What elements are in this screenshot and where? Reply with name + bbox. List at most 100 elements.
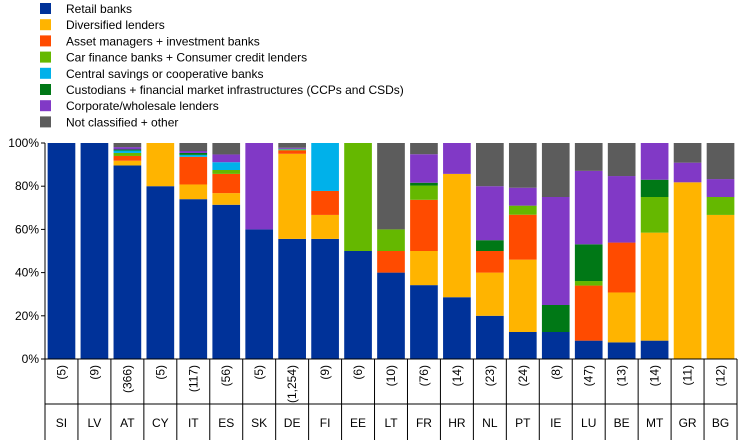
bar-segment bbox=[278, 153, 306, 239]
bar-segment bbox=[113, 143, 142, 148]
bar-segment bbox=[311, 214, 339, 239]
legend-label: Not classified + other bbox=[66, 115, 178, 129]
bar-segment bbox=[212, 143, 241, 155]
x-tick-label: IE bbox=[550, 416, 561, 430]
legend-label: Corporate/wholesale lenders bbox=[66, 99, 219, 113]
count-label: (9) bbox=[87, 365, 101, 380]
bar-segment bbox=[706, 143, 735, 180]
x-tick-label: BE bbox=[614, 416, 630, 430]
bar-segment bbox=[410, 199, 438, 251]
count-label: (56) bbox=[219, 365, 233, 386]
legend-swatch bbox=[40, 67, 51, 79]
bar-segment bbox=[245, 229, 274, 359]
bar-segment bbox=[476, 186, 504, 241]
bar-segment bbox=[443, 297, 471, 359]
y-tick-label: 40% bbox=[15, 266, 39, 280]
count-label: (9) bbox=[318, 365, 332, 380]
x-tick-label: BG bbox=[712, 416, 729, 430]
bar-segment bbox=[476, 272, 504, 316]
count-label: (13) bbox=[615, 365, 629, 386]
count-label: (8) bbox=[549, 365, 563, 380]
count-label: (1,254) bbox=[285, 365, 299, 403]
count-label: (47) bbox=[582, 365, 596, 386]
x-tick-label: GR bbox=[679, 416, 697, 430]
bar-segment bbox=[146, 186, 175, 359]
x-tick-label: IT bbox=[188, 416, 199, 430]
bar-segment bbox=[640, 232, 669, 341]
bar-segment bbox=[47, 143, 76, 359]
legend-swatch bbox=[40, 116, 51, 128]
bar-segment bbox=[673, 143, 702, 163]
bar-segment bbox=[113, 150, 142, 153]
bar-segment bbox=[278, 147, 306, 149]
x-tick-label: SI bbox=[56, 416, 67, 430]
bar-segment bbox=[377, 229, 405, 251]
bar-segment bbox=[574, 281, 603, 286]
bar-segment bbox=[179, 143, 208, 151]
count-label: (117) bbox=[186, 365, 200, 392]
legend-swatch bbox=[40, 19, 51, 31]
bar-segment bbox=[278, 150, 306, 154]
count-label: (14) bbox=[648, 365, 662, 386]
bar-segment bbox=[146, 143, 175, 187]
legend: Retail banks Diversified lenders Asset man… bbox=[40, 2, 404, 129]
count-label: (10) bbox=[384, 365, 398, 386]
count-label: (76) bbox=[417, 365, 431, 386]
bar-segment bbox=[113, 165, 142, 359]
bar-segment bbox=[476, 315, 504, 359]
bar-segment bbox=[508, 205, 537, 215]
bar-segment bbox=[541, 332, 570, 359]
y-axis: 0% 20% 40% 60% 80% 100% bbox=[8, 136, 46, 366]
legend-swatch bbox=[40, 3, 51, 14]
x-tick-label: LU bbox=[581, 416, 596, 430]
bar-segment bbox=[179, 184, 208, 200]
x-axis: (5) SI (9) LV (366) AT (5) CY (117) IT (56) ES (5) SK… bbox=[44, 358, 738, 440]
count-label: (14) bbox=[450, 365, 464, 386]
bar-segment bbox=[574, 340, 603, 359]
bar-segment bbox=[212, 154, 241, 163]
bar-segment bbox=[113, 149, 142, 151]
count-label: (5) bbox=[54, 365, 68, 380]
x-tick-label: PT bbox=[515, 416, 531, 430]
legend-swatch bbox=[40, 84, 51, 95]
bar-segment bbox=[179, 150, 208, 153]
bar-segment bbox=[113, 147, 142, 150]
bar-segment bbox=[476, 251, 504, 273]
legend-swatch bbox=[40, 100, 51, 112]
count-label: (5) bbox=[153, 365, 167, 380]
bar-segment bbox=[410, 251, 438, 286]
bar-segment bbox=[278, 143, 306, 148]
bar-segment bbox=[80, 143, 109, 359]
bar-segment bbox=[706, 179, 735, 197]
bar-segment bbox=[344, 143, 372, 251]
bar-segment bbox=[541, 197, 570, 305]
bar-segment bbox=[508, 143, 537, 188]
bar-segment bbox=[476, 240, 504, 251]
y-tick-label: 0% bbox=[22, 352, 40, 366]
x-tick-label: EE bbox=[350, 416, 366, 430]
bar-segment bbox=[541, 143, 570, 197]
legend-label: Car finance banks + Consumer credit lend… bbox=[66, 51, 307, 65]
bars bbox=[47, 143, 735, 359]
x-tick-label: LV bbox=[88, 416, 102, 430]
bar-segment bbox=[640, 179, 669, 197]
bar-segment bbox=[574, 143, 603, 171]
legend-label: Retail banks bbox=[66, 2, 132, 16]
bar-segment bbox=[410, 285, 438, 359]
bar-segment bbox=[476, 143, 504, 187]
bar-segment bbox=[574, 285, 603, 341]
x-tick-label: LT bbox=[384, 416, 398, 430]
y-tick-label: 60% bbox=[15, 222, 39, 236]
bar-segment bbox=[179, 152, 208, 155]
x-tick-label: DE bbox=[284, 416, 301, 430]
legend-swatch bbox=[40, 51, 51, 63]
bar-segment bbox=[179, 154, 208, 157]
bar-segment bbox=[443, 173, 471, 298]
legend-label: Diversified lenders bbox=[66, 18, 165, 32]
bar-segment bbox=[245, 143, 274, 230]
legend-swatch bbox=[40, 35, 51, 47]
bar-segment bbox=[410, 185, 438, 200]
x-tick-label: HR bbox=[448, 416, 466, 430]
bar-segment bbox=[574, 244, 603, 282]
x-tick-label: MT bbox=[646, 416, 664, 430]
